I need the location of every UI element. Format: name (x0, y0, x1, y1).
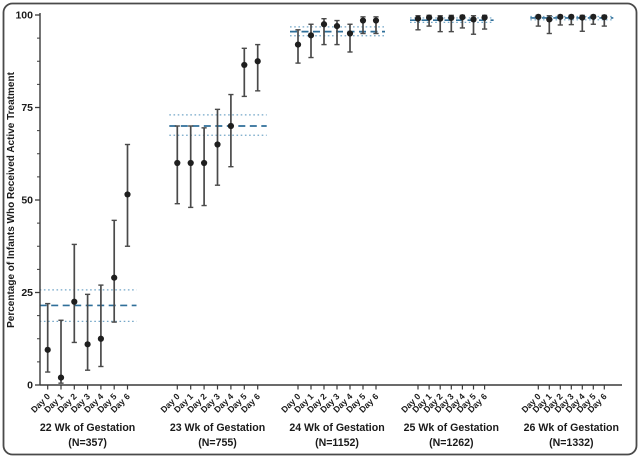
data-point (557, 13, 564, 20)
data-point (470, 16, 477, 23)
data-point (414, 15, 422, 22)
data-point (124, 191, 131, 198)
data-point (346, 30, 354, 37)
group-label: 26 Wk of Gestation (524, 422, 619, 434)
data-point (111, 274, 118, 281)
data-point (333, 23, 341, 30)
y-tick-label: 100 (15, 10, 33, 22)
data-point (227, 122, 234, 130)
figure-border (2, 2, 638, 456)
data-point (372, 17, 380, 24)
data-point (590, 13, 597, 20)
data-point (44, 346, 51, 353)
data-point (294, 41, 302, 48)
data-point (241, 61, 248, 69)
data-point (320, 21, 328, 28)
data-point (174, 159, 181, 167)
data-point (97, 335, 104, 342)
data-point (568, 13, 575, 20)
y-tick-label: 50 (21, 195, 33, 207)
data-point (459, 14, 466, 21)
group-n-label: (N=1332) (549, 437, 593, 449)
y-axis-title: Percentage of Infants Who Received Activ… (6, 71, 17, 327)
data-point (448, 14, 455, 22)
group-label: 25 Wk of Gestation (404, 422, 499, 434)
data-point (57, 374, 65, 381)
data-point (201, 159, 208, 167)
y-tick-label: 0 (27, 380, 33, 392)
group-label: 24 Wk of Gestation (289, 422, 384, 434)
data-point (546, 16, 553, 23)
data-point (84, 341, 91, 348)
data-point (359, 17, 367, 24)
data-point (254, 58, 261, 65)
group-n-label: (N=755) (198, 437, 237, 449)
y-tick-label: 75 (21, 102, 33, 114)
group-label: 23 Wk of Gestation (170, 422, 265, 434)
group-n-label: (N=1152) (315, 437, 359, 449)
data-point (579, 14, 586, 21)
data-point (307, 32, 315, 39)
data-point (601, 14, 608, 21)
data-point (187, 159, 194, 167)
group-n-label: (N=357) (68, 437, 107, 449)
data-point (71, 298, 78, 305)
group-label: 22 Wk of Gestation (40, 422, 135, 434)
data-point (214, 141, 221, 148)
data-point (437, 15, 444, 22)
data-point (426, 14, 433, 21)
group-n-label: (N=1262) (429, 437, 473, 449)
data-point (535, 13, 542, 20)
y-tick-label: 25 (21, 287, 33, 299)
data-point (481, 14, 488, 21)
